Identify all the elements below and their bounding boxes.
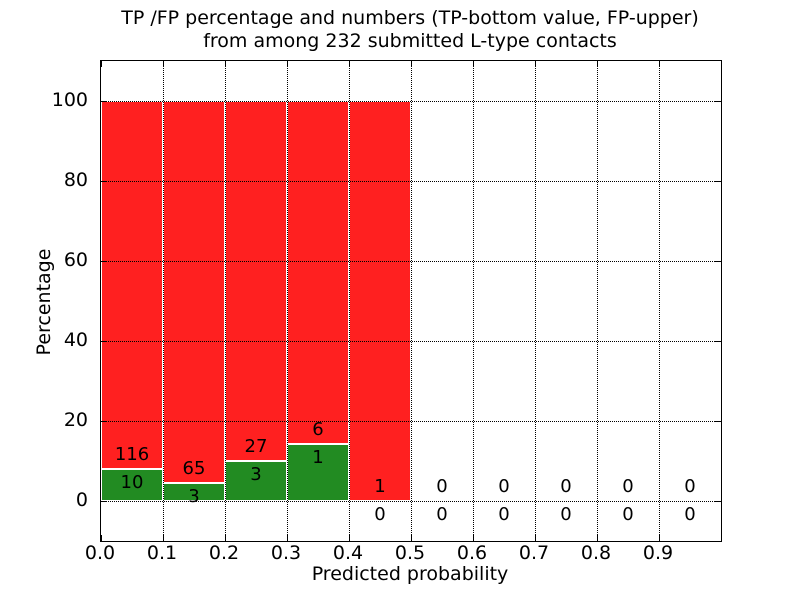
y-axis-tick [715,340,721,342]
gridline-horizontal [101,100,721,102]
tp-count-label: 1 [312,446,324,468]
gridline-horizontal [101,500,721,502]
fp-count-label: 0 [684,476,696,497]
y-axis-tick [101,100,107,102]
bar-tp-segment [287,443,349,501]
y-axis-tick [715,500,721,502]
fp-count-label: 6 [312,418,324,440]
x-axis-tick [410,535,412,541]
x-axis-tick [162,61,164,67]
y-axis-tick [715,100,721,102]
x-axis-tick [410,61,412,67]
tp-count-label: 0 [436,504,448,525]
fp-count-label: 1 [374,476,386,497]
tp-count-label: 10 [120,472,144,494]
tp-count-label: 0 [374,504,386,525]
x-axis-tick [162,535,164,541]
y-tick-label: 40 [63,329,88,351]
y-tick-label: 100 [51,89,88,111]
bar-fp-segment [349,101,411,501]
gridline-horizontal [101,340,721,342]
chart-title-line1: TP /FP percentage and numbers (TP-bottom… [121,7,699,29]
x-tick-label: 0.9 [642,542,674,564]
x-tick-label: 0.6 [456,542,488,564]
fp-count-label: 0 [436,476,448,497]
x-tick-label: 0.2 [208,542,240,564]
gridline-horizontal [101,260,721,262]
x-axis-tick [286,61,288,67]
x-tick-label: 0.5 [394,542,426,564]
y-axis-tick [101,260,107,262]
x-tick-label: 0.7 [518,542,550,564]
gridline-horizontal [101,180,721,182]
fp-count-label: 0 [560,476,572,497]
tp-count-label: 3 [188,486,200,508]
y-tick-label: 0 [75,489,88,511]
y-axis-tick [101,500,107,502]
y-axis-tick [101,340,107,342]
y-axis-tick [715,420,721,422]
gridline-horizontal [101,420,721,422]
x-axis-tick [596,61,598,67]
x-tick-label: 0.8 [580,542,612,564]
x-tick-label: 0.4 [332,542,364,564]
tp-count-label: 3 [250,464,262,485]
gridline-vertical [286,61,288,541]
fp-count-label: 0 [622,476,634,497]
y-tick-label: 20 [63,409,88,431]
y-axis-tick [101,420,107,422]
bar-tp-segment [101,469,163,501]
x-tick-label: 0.0 [84,542,116,564]
y-tick-label: 80 [63,169,88,191]
x-axis-tick [596,535,598,541]
bar-fp-segment [163,101,225,484]
fp-count-label: 65 [182,458,206,480]
gridline-vertical [410,61,412,541]
x-axis-tick [534,535,536,541]
y-axis-tick [715,180,721,182]
gridline-vertical [162,61,164,541]
x-axis-tick [224,535,226,541]
x-axis-tick [534,61,536,67]
tp-count-label: 0 [560,504,572,525]
gridline-vertical [472,61,474,541]
x-axis-tick [101,535,102,541]
chart-title-line2: from among 232 submitted L-type contacts [203,30,617,52]
x-axis-tick [472,61,474,67]
gridline-vertical [348,61,350,541]
y-tick-label: 60 [63,249,88,271]
fp-count-label: 27 [244,436,268,457]
x-axis-label: Predicted probability [311,563,509,585]
tp-count-label: 0 [622,504,634,525]
x-axis-tick [286,535,288,541]
bar-fp-segment [287,101,349,444]
tp-count-label: 0 [684,504,696,525]
bar-fp-segment [225,101,287,461]
x-tick-label: 0.1 [146,542,178,564]
x-axis-tick [348,535,350,541]
bar-fp-segment [101,101,163,470]
x-axis-tick [101,61,102,67]
tp-count-label: 0 [498,504,510,525]
y-axis-label: Percentage [33,248,55,356]
x-axis-tick [658,61,660,67]
x-axis-tick [472,535,474,541]
x-axis-tick [224,61,226,67]
fp-count-label: 116 [114,444,150,466]
y-axis-tick [715,260,721,262]
gridline-vertical [534,61,536,541]
fp-count-label: 0 [498,476,510,497]
gridline-vertical [224,61,226,541]
gridline-vertical [658,61,660,541]
y-axis-tick [101,180,107,182]
gridline-vertical [596,61,598,541]
x-tick-label: 0.3 [270,542,302,564]
x-axis-tick [658,535,660,541]
x-axis-tick [348,61,350,67]
